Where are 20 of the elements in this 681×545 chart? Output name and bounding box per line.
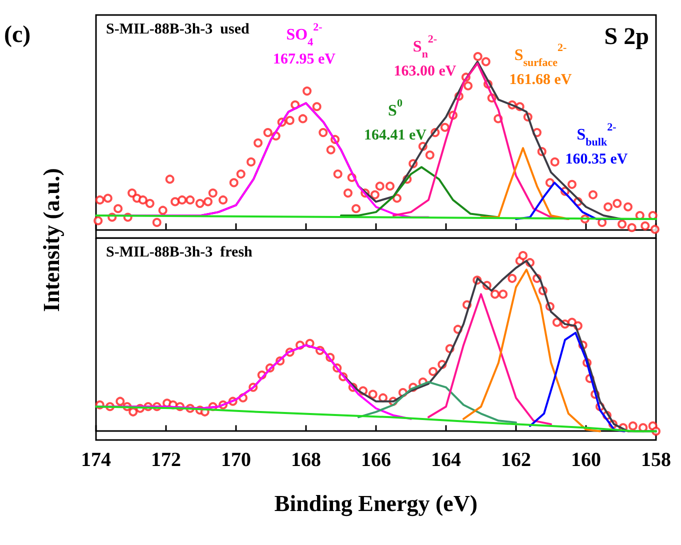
x-tick-label: 168 — [291, 449, 321, 471]
annotation: 160.35 eV — [565, 152, 628, 168]
y-axis-title: Intensity (a.u.) — [39, 168, 65, 312]
x-tick-label: 160 — [571, 449, 601, 471]
x-tick-label: 166 — [361, 449, 391, 471]
chart-title: S-MIL-88B-3h-3 fresh — [106, 244, 254, 260]
text: S 2p — [604, 24, 650, 50]
x-tick-label: 174 — [81, 449, 111, 471]
x-tick-label: 172 — [151, 449, 181, 471]
chart-title: S-MIL-88B-3h-3 used — [106, 22, 250, 38]
x-tick-label: 164 — [431, 449, 461, 471]
annotation: 167.95 eV — [273, 51, 336, 68]
x-tick-label: 170 — [221, 449, 251, 471]
x-tick-label: 162 — [501, 449, 531, 471]
text: (c) — [4, 22, 31, 48]
annotation: 164.41 eV — [364, 127, 427, 144]
x-tick-label: 158 — [641, 449, 671, 471]
annotation: 163.00 eV — [394, 63, 456, 80]
annotation: 161.68 eV — [509, 72, 572, 88]
x-axis-title: Binding Energy (eV) — [274, 491, 478, 517]
